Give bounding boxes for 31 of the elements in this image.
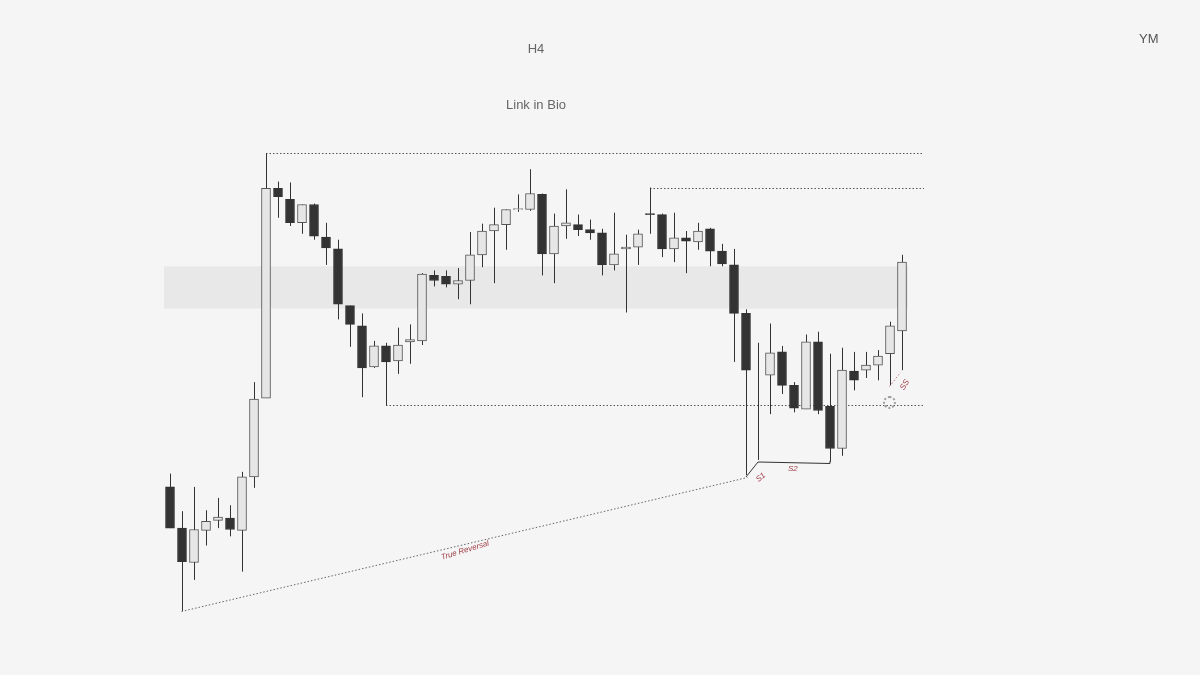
candlestick [201,509,211,547]
candlestick [693,222,703,251]
candlestick [297,203,307,235]
candlestick [573,214,583,237]
candlestick [285,182,295,227]
candlestick [705,227,715,267]
candlestick [562,188,570,240]
candlestick [585,219,595,241]
annotation: SS [898,377,912,392]
candlestick [213,497,223,529]
candlestick [321,222,331,266]
candlestick [862,351,870,379]
candlestick [789,381,799,413]
candlestick [525,168,535,212]
candlestick [345,305,355,348]
candlestick [849,351,859,391]
candlestick [394,327,402,375]
candlestick [381,342,391,406]
candlestick [501,209,511,251]
chart-subtitle: Link in Bio [506,96,566,112]
text: YM [1139,31,1159,46]
candlestick [225,504,235,537]
chart-title: H4 [527,41,545,57]
candlestick [405,323,415,365]
annotation: S2 [788,464,798,473]
candlestick [273,181,283,219]
candlestick [873,349,883,381]
candlestick [669,212,679,263]
candlestick [369,340,379,369]
candlestick [717,243,727,267]
annotation: S1 [754,470,768,484]
